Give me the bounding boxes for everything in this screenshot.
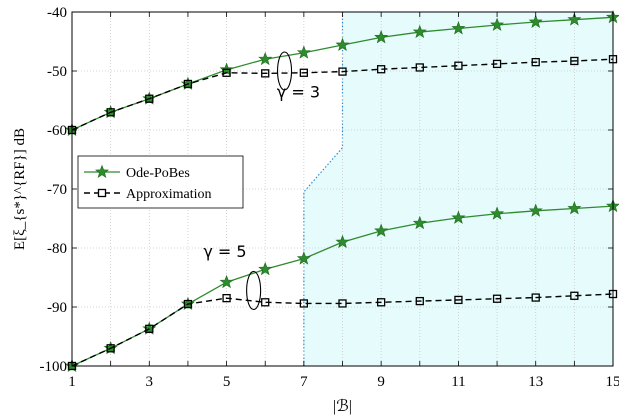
- data-point-square: [261, 298, 270, 307]
- data-point-square: [531, 293, 540, 302]
- data-point-square: [376, 298, 386, 307]
- data-point-star: [374, 30, 389, 44]
- data-point-star: [528, 14, 543, 28]
- annotation-label: γ = 3: [277, 83, 320, 102]
- data-point-star: [335, 37, 350, 51]
- data-point-square: [454, 295, 463, 305]
- legend-box: [77, 155, 244, 209]
- data-point-square: [106, 344, 115, 353]
- x-tick-label: 7: [300, 374, 308, 390]
- y-tick-label: -70: [47, 182, 67, 198]
- data-point-star: [335, 234, 350, 249]
- legend-square-icon: [97, 188, 107, 198]
- data-point-star: [490, 206, 505, 220]
- legend-star-icon: [95, 164, 109, 178]
- series-layer: [65, 9, 619, 372]
- data-point-star: [528, 203, 543, 217]
- data-point-square: [338, 299, 347, 308]
- y-tick-label: -80: [47, 241, 67, 257]
- data-point-star: [490, 17, 505, 31]
- data-point-star: [219, 274, 234, 289]
- data-point-square: [106, 108, 115, 117]
- y-axis-label: E[ξ_{s*}^{RF}] dB: [12, 128, 28, 250]
- data-point-square: [570, 56, 579, 66]
- data-point-star: [258, 51, 273, 66]
- x-tick-label: 15: [606, 374, 619, 390]
- legend-label: Ode-PoBes: [126, 166, 190, 181]
- data-point-square: [299, 299, 309, 308]
- data-point-square: [531, 58, 540, 67]
- data-point-square: [492, 294, 502, 303]
- data-point-star: [296, 251, 311, 265]
- data-point-star: [451, 21, 466, 35]
- annotation-ellipse: [246, 270, 262, 311]
- data-point-square: [492, 59, 502, 69]
- y-tick-label: -50: [47, 64, 67, 80]
- annotation-ellipse: [276, 51, 293, 91]
- x-tick-label: 5: [223, 374, 231, 390]
- data-point-square: [183, 299, 193, 309]
- data-point-star: [142, 321, 157, 335]
- y-tick-label: -60: [47, 123, 67, 139]
- x-tick-label: 9: [377, 374, 385, 390]
- data-point-square: [145, 94, 154, 103]
- data-point-square: [415, 63, 424, 72]
- data-point-star: [567, 201, 582, 215]
- legend-label: Approximation: [126, 187, 212, 202]
- data-point-square: [415, 296, 424, 306]
- legend: Ode-PoBes Approximation: [77, 155, 244, 209]
- y-tick-label: -100: [40, 359, 68, 375]
- data-point-square: [376, 65, 386, 74]
- data-point-square: [145, 324, 154, 333]
- data-point-square: [338, 67, 347, 76]
- x-tick-label: 13: [528, 374, 543, 390]
- data-point-square: [299, 68, 309, 77]
- data-point-star: [412, 215, 427, 230]
- data-point-square: [454, 61, 463, 70]
- x-tick-label: 3: [146, 374, 154, 390]
- y-axis-label-group: E[ξ_{s*}^{RF}] dB: [12, 128, 28, 250]
- data-point-square: [222, 293, 231, 303]
- data-point-star: [451, 210, 466, 224]
- series-line: [71, 58, 614, 131]
- x-axis-label: |ℬ|: [333, 398, 352, 415]
- y-tick-label: -40: [47, 5, 67, 21]
- data-point-star: [374, 223, 389, 237]
- series-line: [71, 293, 614, 367]
- data-point-square: [570, 291, 579, 300]
- y-tick-label: -90: [47, 300, 67, 316]
- x-tick-label: 1: [68, 374, 76, 390]
- data-point-star: [258, 261, 273, 276]
- x-tick-label: 11: [451, 374, 465, 390]
- annotation-layer: γ = 3 γ = 5: [203, 51, 320, 311]
- data-point-square: [183, 79, 193, 89]
- data-point-star: [412, 24, 427, 39]
- data-point-star: [296, 45, 311, 59]
- shaded-region-boundary: [303, 12, 344, 366]
- data-point-square: [261, 69, 270, 78]
- annotation-label: γ = 5: [203, 242, 246, 261]
- tick-layer: 1 3 5 7 9 11 13 15-100-90-80-70-60-50-40: [40, 5, 619, 390]
- data-point-square: [222, 68, 231, 77]
- data-point-star: [567, 12, 582, 26]
- series-3: [67, 289, 618, 371]
